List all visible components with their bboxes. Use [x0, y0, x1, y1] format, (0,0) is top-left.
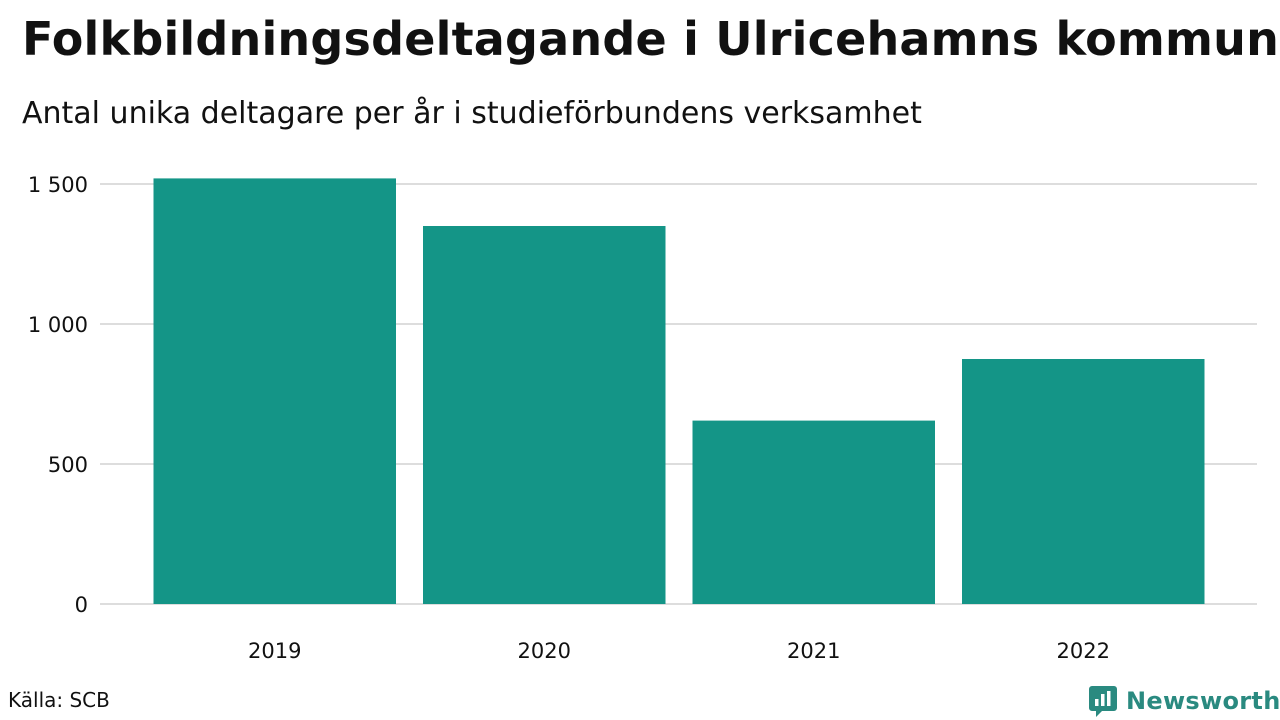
brand-name: Newsworthy	[1126, 687, 1280, 715]
x-tick-label: 2021	[787, 639, 840, 663]
x-tick-label: 2019	[248, 639, 301, 663]
y-axis-ticks: 0 500 1 000 1 500	[28, 173, 88, 617]
newsworthy-logo-icon	[1089, 686, 1117, 717]
bar-2022	[962, 359, 1205, 604]
chart-title: Folkbildningsdeltagande i Ulricehamns ko…	[22, 12, 1280, 66]
bar-2021	[692, 420, 935, 604]
source-note: Källa: SCB	[8, 688, 110, 712]
x-axis-ticks: 2019 2020 2021 2022	[248, 639, 1110, 663]
y-tick-label: 1 000	[28, 313, 88, 337]
y-tick-label: 1 500	[28, 173, 88, 197]
y-tick-label: 0	[75, 593, 88, 617]
bar-chart: 0 500 1 000 1 500 2019 2020 2021 2022	[28, 173, 1257, 663]
chart-subtitle: Antal unika deltagare per år i studieför…	[22, 96, 922, 131]
bar-2019	[153, 178, 396, 604]
bars	[153, 178, 1205, 604]
y-tick-label: 500	[48, 453, 88, 477]
x-tick-label: 2020	[518, 639, 571, 663]
x-tick-label: 2022	[1057, 639, 1110, 663]
newsworthy-logo: Newsworthy	[1089, 684, 1280, 718]
bar-2020	[423, 226, 666, 604]
